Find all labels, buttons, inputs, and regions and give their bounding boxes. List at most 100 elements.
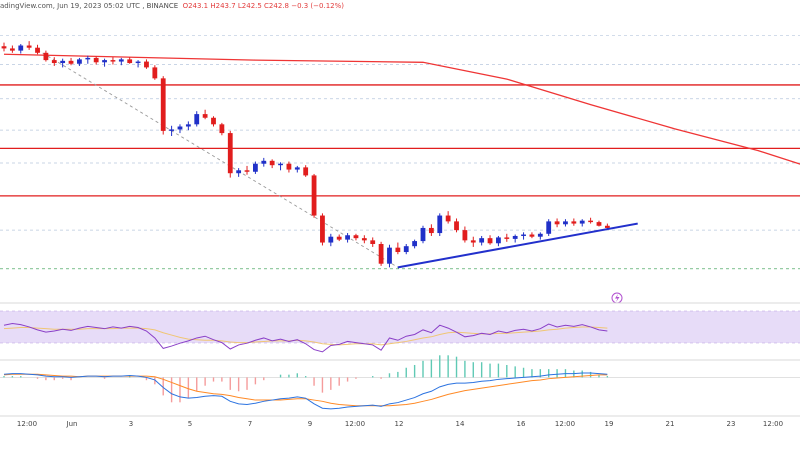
candle	[412, 239, 418, 249]
candle	[470, 236, 476, 247]
candle-body	[420, 227, 426, 242]
candle-body	[211, 117, 216, 125]
candle-body	[253, 163, 258, 172]
candle-body	[412, 241, 418, 247]
source-label: adingView.com, Jun 19, 2023 05:02 UTC	[0, 2, 140, 10]
candle-body	[110, 60, 116, 62]
macd-signal-line	[3, 373, 608, 407]
candle-body	[286, 163, 292, 170]
candle-body	[244, 170, 250, 172]
candle	[387, 244, 392, 268]
candle	[118, 57, 124, 66]
candle	[135, 60, 141, 68]
candle-body	[26, 45, 32, 48]
x-tick-label: 12:00	[17, 420, 37, 428]
candle-body	[403, 246, 409, 253]
time-axis: 12:00 Jun 3 5 7 9 12:00 12 14 16 12:00 19 21 23 12:00	[0, 415, 800, 428]
x-tick-label: 7	[248, 420, 252, 428]
candle	[320, 213, 325, 246]
candle	[462, 226, 468, 243]
candle	[26, 41, 32, 50]
candle	[395, 242, 401, 255]
rsi-panel	[0, 302, 800, 353]
price-grid	[0, 34, 800, 270]
candle	[18, 44, 24, 54]
candle	[554, 218, 560, 228]
candle-body	[320, 215, 325, 243]
candle	[185, 121, 191, 131]
candle	[261, 157, 267, 167]
candle	[521, 232, 526, 240]
candle-body	[303, 167, 309, 176]
candle-body	[378, 244, 384, 264]
candle	[236, 168, 242, 177]
candle	[202, 109, 208, 120]
candle	[294, 165, 300, 173]
candle-body	[529, 234, 535, 237]
candle-body	[504, 237, 510, 239]
candle	[361, 235, 367, 244]
candle	[596, 220, 602, 227]
x-tick-label: 16	[517, 420, 526, 428]
x-tick-label: 9	[308, 420, 312, 428]
candle-body	[554, 221, 560, 225]
support-line	[397, 222, 638, 269]
candle	[169, 125, 174, 136]
candle	[403, 244, 409, 255]
moving-average	[3, 53, 800, 165]
candle	[110, 57, 116, 65]
candle-body	[361, 238, 367, 241]
candle	[160, 76, 166, 135]
candle	[102, 58, 107, 67]
candle	[68, 57, 74, 66]
candle	[487, 235, 493, 245]
candle	[336, 234, 342, 242]
candle-body	[35, 47, 40, 53]
candle-body	[60, 60, 66, 64]
candle-body	[127, 59, 133, 64]
candle-body	[546, 221, 552, 234]
candle	[286, 161, 292, 173]
macd-panel	[0, 355, 800, 410]
candle-body	[345, 235, 350, 240]
candle-body	[487, 238, 493, 244]
candle-body	[496, 237, 501, 244]
candle	[454, 218, 459, 233]
candle	[428, 224, 434, 236]
candle-body	[194, 114, 200, 125]
candle-body	[294, 167, 300, 170]
x-tick-label: 3	[129, 420, 133, 428]
candle	[9, 45, 15, 53]
candle	[152, 65, 158, 80]
candle	[144, 59, 149, 69]
candle-body	[152, 67, 158, 79]
candle-body	[68, 60, 74, 64]
x-tick-label: 12	[395, 420, 404, 428]
x-tick-label: 5	[188, 420, 192, 428]
x-tick-label: 12:00	[345, 420, 365, 428]
candle-body	[236, 170, 242, 174]
candle-body	[185, 124, 191, 127]
candle-body	[160, 78, 166, 131]
candle-body	[135, 61, 141, 64]
candle	[35, 44, 40, 55]
candle	[227, 130, 233, 178]
candle	[512, 234, 518, 243]
candle-body	[93, 57, 99, 63]
candle	[571, 218, 577, 226]
candle	[194, 111, 200, 127]
candle	[588, 217, 593, 224]
candle	[85, 55, 91, 64]
candle	[328, 233, 334, 247]
lightning-alert-icon[interactable]	[611, 292, 623, 304]
bearish-trend-line	[37, 49, 399, 268]
candle-body	[437, 215, 443, 234]
macd-line	[3, 372, 608, 410]
candle	[269, 159, 275, 169]
candle-body	[77, 59, 82, 64]
candle	[437, 213, 443, 236]
x-tick-label: 12:00	[555, 420, 575, 428]
candle-body	[118, 59, 124, 62]
candle-body	[454, 221, 459, 231]
